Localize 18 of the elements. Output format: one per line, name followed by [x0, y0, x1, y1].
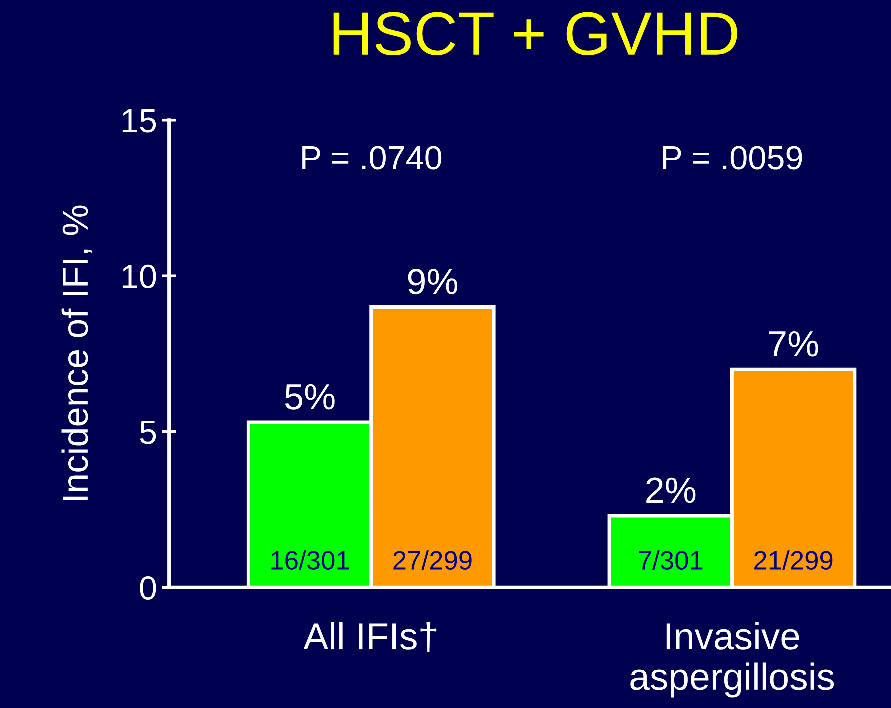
data-label: 2% — [646, 478, 696, 504]
chart-title: HSCT + GVHD — [334, 12, 738, 56]
annotation: 16/301 — [272, 550, 350, 570]
x-tick-label: Invasive aspergillosis — [630, 622, 834, 698]
y-tick-label: 15 — [122, 110, 156, 133]
annotation: 7/301 — [639, 550, 703, 570]
y-tick-label: 10 — [122, 264, 156, 289]
data-label: 7% — [769, 331, 818, 357]
annotation: 21/299 — [754, 550, 833, 570]
y-axis-title: Incidence of IFI, % — [62, 206, 93, 500]
y-tick-label: 5 — [140, 421, 156, 444]
x-tick-label: All IFIs† — [304, 622, 437, 652]
annotation: P = .0740 — [302, 146, 442, 170]
annotation: 27/299 — [394, 550, 472, 570]
data-label: 5% — [285, 384, 335, 410]
annotation: P = .0059 — [663, 146, 802, 170]
y-tick-label: 0 — [140, 576, 156, 600]
data-label: 9% — [408, 269, 458, 295]
